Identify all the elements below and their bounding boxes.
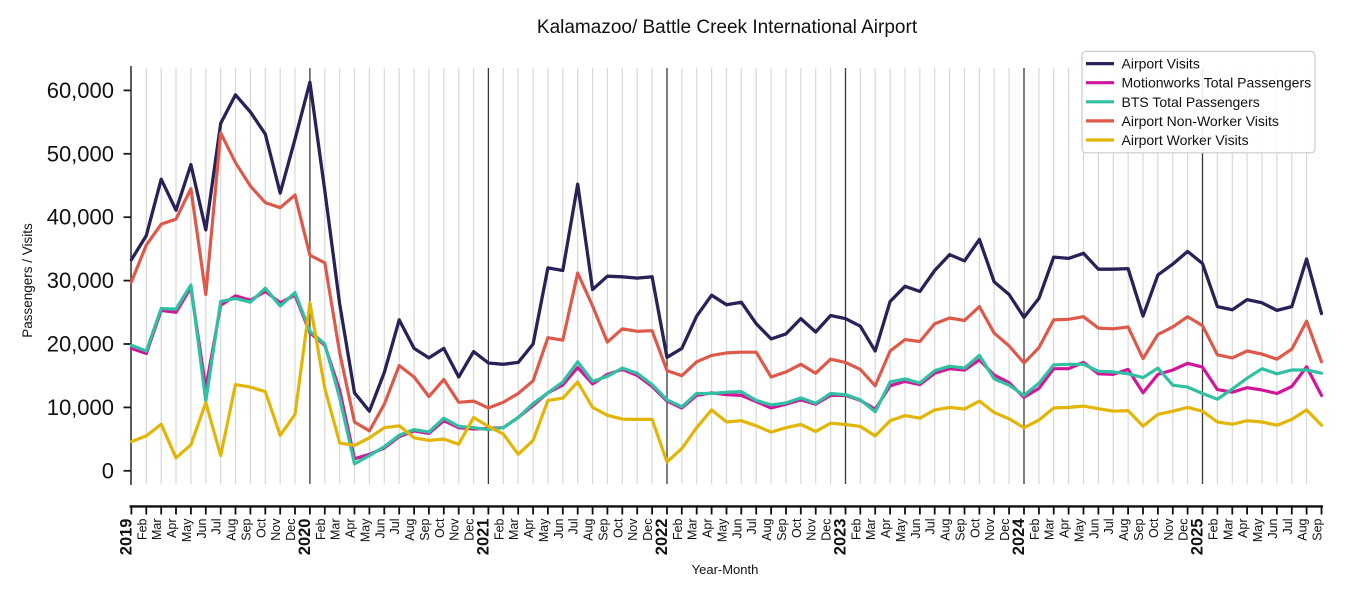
svg-text:May: May bbox=[358, 518, 372, 542]
svg-text:Jun: Jun bbox=[195, 518, 209, 538]
svg-text:Apr: Apr bbox=[344, 519, 358, 538]
svg-text:2025: 2025 bbox=[1189, 519, 1207, 556]
svg-text:Dec: Dec bbox=[820, 519, 834, 541]
svg-text:Aug: Aug bbox=[225, 518, 239, 540]
svg-text:Dec: Dec bbox=[998, 519, 1012, 541]
svg-text:30,000: 30,000 bbox=[47, 268, 114, 293]
svg-text:Sep: Sep bbox=[418, 518, 432, 540]
svg-text:Jul: Jul bbox=[1281, 519, 1295, 535]
svg-text:Jul: Jul bbox=[745, 519, 759, 535]
svg-text:Apr: Apr bbox=[1058, 519, 1072, 538]
svg-text:BTS Total Passengers: BTS Total Passengers bbox=[1122, 94, 1260, 110]
svg-text:Kalamazoo/ Battle Creek Intern: Kalamazoo/ Battle Creek International Ai… bbox=[537, 17, 918, 38]
svg-text:2024: 2024 bbox=[1010, 518, 1028, 556]
svg-text:Feb: Feb bbox=[135, 518, 149, 540]
svg-text:Nov: Nov bbox=[983, 518, 997, 541]
svg-text:2021: 2021 bbox=[474, 519, 492, 556]
svg-text:2023: 2023 bbox=[832, 519, 850, 556]
svg-text:50,000: 50,000 bbox=[47, 141, 114, 166]
svg-text:Aug: Aug bbox=[760, 518, 774, 540]
svg-text:Nov: Nov bbox=[269, 518, 283, 541]
svg-text:Mar: Mar bbox=[1221, 519, 1235, 541]
svg-text:40,000: 40,000 bbox=[47, 205, 114, 230]
svg-text:Nov: Nov bbox=[448, 518, 462, 541]
svg-text:Nov: Nov bbox=[626, 518, 640, 541]
svg-text:Aug: Aug bbox=[582, 518, 596, 540]
svg-text:Sep: Sep bbox=[1311, 518, 1325, 540]
svg-text:Mar: Mar bbox=[507, 519, 521, 541]
svg-text:Sep: Sep bbox=[239, 518, 253, 540]
svg-text:2020: 2020 bbox=[296, 519, 314, 556]
svg-text:Year-Month: Year-Month bbox=[692, 562, 759, 577]
svg-text:May: May bbox=[1251, 518, 1265, 542]
svg-text:Jun: Jun bbox=[730, 518, 744, 538]
svg-text:Mar: Mar bbox=[150, 519, 164, 541]
svg-text:May: May bbox=[894, 518, 908, 542]
svg-text:Sep: Sep bbox=[1132, 518, 1146, 540]
svg-text:May: May bbox=[537, 518, 551, 542]
svg-text:Dec: Dec bbox=[641, 519, 655, 541]
svg-text:Mar: Mar bbox=[864, 519, 878, 541]
svg-text:Oct: Oct bbox=[611, 518, 625, 538]
svg-text:Feb: Feb bbox=[314, 518, 328, 540]
svg-text:Jul: Jul bbox=[388, 519, 402, 535]
svg-text:Apr: Apr bbox=[165, 519, 179, 538]
svg-text:Nov: Nov bbox=[1162, 518, 1176, 541]
svg-text:Sep: Sep bbox=[775, 518, 789, 540]
svg-text:Dec: Dec bbox=[284, 519, 298, 541]
svg-text:Feb: Feb bbox=[1206, 518, 1220, 540]
svg-text:Jul: Jul bbox=[924, 519, 938, 535]
svg-text:Oct: Oct bbox=[790, 518, 804, 538]
svg-text:Jul: Jul bbox=[210, 519, 224, 535]
svg-text:Aug: Aug bbox=[403, 518, 417, 540]
svg-text:Feb: Feb bbox=[671, 518, 685, 540]
svg-text:Aug: Aug bbox=[1117, 518, 1131, 540]
svg-text:Apr: Apr bbox=[701, 519, 715, 538]
svg-text:May: May bbox=[716, 518, 730, 542]
svg-text:Aug: Aug bbox=[1296, 518, 1310, 540]
svg-text:Mar: Mar bbox=[1043, 519, 1057, 541]
svg-text:Aug: Aug bbox=[939, 518, 953, 540]
svg-text:Apr: Apr bbox=[879, 519, 893, 538]
svg-text:Mar: Mar bbox=[329, 519, 343, 541]
svg-text:Jun: Jun bbox=[909, 518, 923, 538]
svg-text:Jun: Jun bbox=[1266, 518, 1280, 538]
svg-text:Feb: Feb bbox=[849, 518, 863, 540]
svg-text:Jun: Jun bbox=[1087, 518, 1101, 538]
svg-text:Jun: Jun bbox=[373, 518, 387, 538]
svg-text:Airport Worker Visits: Airport Worker Visits bbox=[1122, 132, 1249, 148]
svg-text:Oct: Oct bbox=[968, 518, 982, 538]
svg-text:Mar: Mar bbox=[686, 519, 700, 541]
svg-text:Sep: Sep bbox=[596, 518, 610, 540]
svg-text:Jun: Jun bbox=[552, 518, 566, 538]
svg-text:May: May bbox=[1073, 518, 1087, 542]
svg-text:Oct: Oct bbox=[433, 518, 447, 538]
svg-text:Nov: Nov bbox=[805, 518, 819, 541]
svg-text:0: 0 bbox=[102, 458, 114, 483]
svg-text:Jul: Jul bbox=[567, 519, 581, 535]
svg-text:60,000: 60,000 bbox=[47, 78, 114, 103]
svg-text:10,000: 10,000 bbox=[47, 395, 114, 420]
svg-text:Apr: Apr bbox=[522, 519, 536, 538]
svg-text:Dec: Dec bbox=[1177, 519, 1191, 541]
svg-text:Apr: Apr bbox=[1236, 519, 1250, 538]
svg-text:Sep: Sep bbox=[954, 518, 968, 540]
svg-text:Dec: Dec bbox=[463, 519, 477, 541]
svg-text:Oct: Oct bbox=[1147, 518, 1161, 538]
svg-text:Airport Visits: Airport Visits bbox=[1122, 56, 1200, 72]
svg-text:Airport Non-Worker Visits: Airport Non-Worker Visits bbox=[1122, 113, 1279, 129]
svg-text:Feb: Feb bbox=[492, 518, 506, 540]
svg-text:Motionworks Total Passengers: Motionworks Total Passengers bbox=[1122, 75, 1312, 91]
svg-text:2022: 2022 bbox=[653, 519, 671, 556]
svg-text:Oct: Oct bbox=[254, 518, 268, 538]
svg-text:Feb: Feb bbox=[1028, 518, 1042, 540]
svg-text:Jul: Jul bbox=[1102, 519, 1116, 535]
svg-text:May: May bbox=[180, 518, 194, 542]
svg-text:2019: 2019 bbox=[117, 519, 135, 556]
svg-text:20,000: 20,000 bbox=[47, 332, 114, 357]
svg-text:Passengers / Visits: Passengers / Visits bbox=[20, 223, 35, 338]
